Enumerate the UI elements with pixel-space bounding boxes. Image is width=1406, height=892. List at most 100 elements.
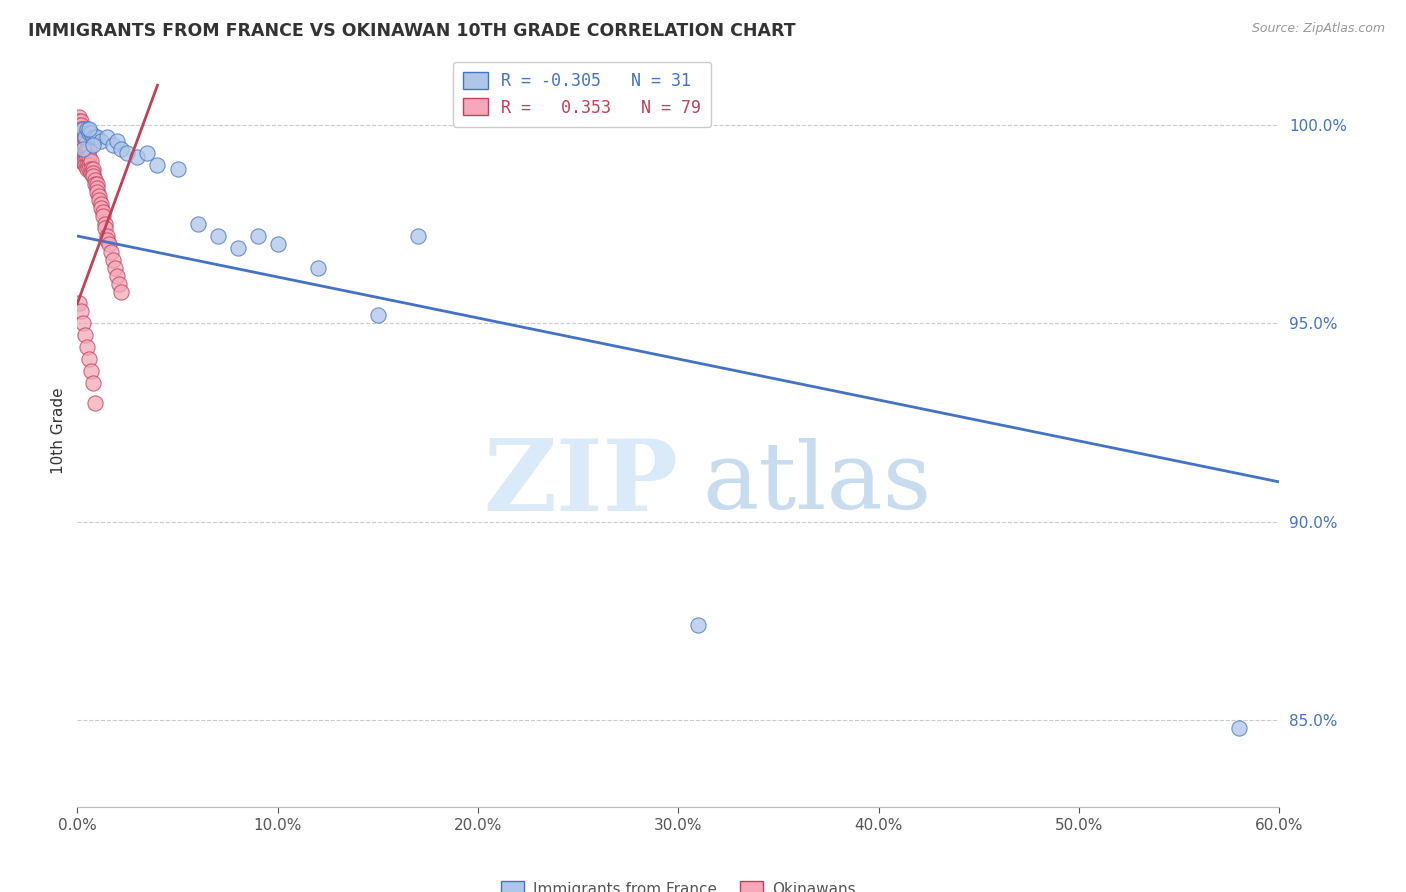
Point <box>70 114 93 128</box>
Point <box>67 142 90 156</box>
Point <box>79 351 101 366</box>
Point <box>75 150 97 164</box>
Point <box>70 134 93 148</box>
Point <box>70 118 93 132</box>
Point <box>79 142 101 156</box>
Point <box>82 165 104 179</box>
Point <box>1229 721 1251 735</box>
Text: atlas: atlas <box>703 438 932 528</box>
Point <box>79 122 101 136</box>
Point <box>75 153 97 168</box>
Point <box>67 137 90 152</box>
Point <box>90 134 112 148</box>
Point <box>79 158 101 172</box>
Point <box>117 145 139 160</box>
Point <box>104 260 127 275</box>
Point <box>86 178 108 192</box>
Point <box>146 158 169 172</box>
Point <box>80 161 103 176</box>
Point <box>72 129 94 144</box>
Point <box>79 126 101 140</box>
Point <box>75 158 97 172</box>
Point <box>103 137 125 152</box>
Point <box>688 617 710 632</box>
Point <box>186 217 209 231</box>
Point <box>80 153 103 168</box>
Point <box>90 201 112 215</box>
Point <box>96 129 118 144</box>
Point <box>67 134 90 148</box>
Point <box>72 134 94 148</box>
Point <box>67 118 90 132</box>
Point <box>84 173 107 187</box>
Point <box>226 241 249 255</box>
Point <box>79 150 101 164</box>
Point <box>67 296 90 310</box>
Point <box>75 129 97 144</box>
Text: IMMIGRANTS FROM FRANCE VS OKINAWAN 10TH GRADE CORRELATION CHART: IMMIGRANTS FROM FRANCE VS OKINAWAN 10TH … <box>28 22 796 40</box>
Point <box>406 229 429 244</box>
Point <box>80 165 103 179</box>
Point <box>67 110 90 124</box>
Point <box>246 229 269 244</box>
Point <box>82 169 104 184</box>
Point <box>70 150 93 164</box>
Point <box>110 285 132 299</box>
Point <box>89 194 111 208</box>
Point <box>72 142 94 156</box>
Point <box>86 181 108 195</box>
Point <box>72 145 94 160</box>
Point <box>136 145 159 160</box>
Point <box>79 161 101 176</box>
Point <box>94 217 117 231</box>
Point <box>107 134 129 148</box>
Point <box>70 145 93 160</box>
Point <box>86 129 108 144</box>
Point <box>94 221 117 235</box>
Point <box>76 134 98 148</box>
Point <box>100 244 122 259</box>
Point <box>67 126 90 140</box>
Legend: Immigrants from France, Okinawans: Immigrants from France, Okinawans <box>495 875 862 892</box>
Point <box>76 142 98 156</box>
Text: Source: ZipAtlas.com: Source: ZipAtlas.com <box>1251 22 1385 36</box>
Point <box>76 150 98 164</box>
Point <box>72 153 94 168</box>
Point <box>84 178 107 192</box>
Text: ZIP: ZIP <box>484 434 679 532</box>
Point <box>76 340 98 354</box>
Point <box>82 129 104 144</box>
Point <box>75 129 97 144</box>
Point <box>267 236 290 251</box>
Point <box>110 142 132 156</box>
Point <box>89 189 111 203</box>
Point <box>70 129 93 144</box>
Y-axis label: 10th Grade: 10th Grade <box>51 387 66 474</box>
Point <box>108 277 131 291</box>
Point <box>82 137 104 152</box>
Point <box>93 205 115 219</box>
Point <box>67 122 90 136</box>
Point <box>80 126 103 140</box>
Point <box>67 129 90 144</box>
Point <box>67 122 90 136</box>
Point <box>76 161 98 176</box>
Point <box>72 122 94 136</box>
Point <box>70 122 93 136</box>
Point <box>96 229 118 244</box>
Point <box>86 186 108 200</box>
Point <box>307 260 329 275</box>
Point <box>70 153 93 168</box>
Point <box>90 197 112 211</box>
Point <box>93 209 115 223</box>
Point <box>75 328 97 343</box>
Point <box>96 233 118 247</box>
Point <box>75 137 97 152</box>
Point <box>72 316 94 330</box>
Point <box>67 114 90 128</box>
Point <box>70 142 93 156</box>
Point <box>84 129 107 144</box>
Point <box>76 158 98 172</box>
Point <box>70 137 93 152</box>
Point <box>80 364 103 378</box>
